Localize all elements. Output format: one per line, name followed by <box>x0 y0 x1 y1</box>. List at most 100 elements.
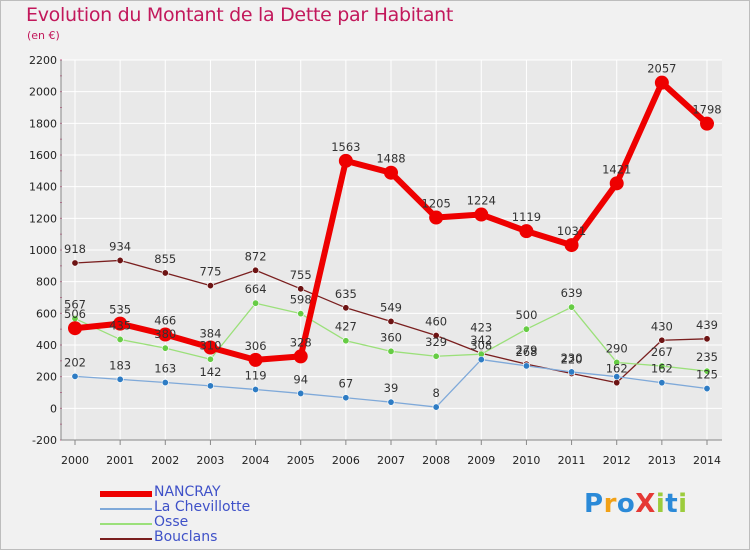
data-label: 142 <box>199 365 221 379</box>
data-label: 267 <box>651 345 673 359</box>
data-point <box>387 347 395 355</box>
data-point <box>252 299 260 307</box>
legend-swatch <box>100 523 152 525</box>
x-tick-label: 2014 <box>693 454 721 467</box>
data-point <box>158 327 173 342</box>
data-point <box>342 394 350 402</box>
data-label: 427 <box>335 320 357 334</box>
data-label: 430 <box>651 319 673 333</box>
y-tick-label: 1800 <box>29 117 57 130</box>
data-label: 466 <box>154 314 176 328</box>
legend-label: NANCRAY <box>154 484 221 500</box>
data-label-extra: 435 <box>109 318 131 332</box>
data-point <box>252 385 260 393</box>
data-point <box>116 335 124 343</box>
legend-item-nancray: NANCRAY <box>100 484 300 501</box>
data-point <box>116 375 124 383</box>
data-label: 1488 <box>376 152 405 166</box>
data-point <box>658 362 666 370</box>
data-label: 268 <box>515 345 537 359</box>
data-label: 202 <box>64 355 86 369</box>
data-point <box>522 362 530 370</box>
data-point <box>522 325 530 333</box>
logo-letter: o <box>616 489 636 519</box>
chart-title: Evolution du Montant de la Dette par Hab… <box>26 4 454 26</box>
data-point <box>477 356 485 364</box>
data-point <box>248 352 263 367</box>
data-point <box>384 165 398 180</box>
data-label-extra: 290 <box>606 341 628 355</box>
x-tick-label: 2007 <box>377 454 405 467</box>
x-tick-label: 2001 <box>106 454 134 467</box>
legend-label: Bouclans <box>154 529 218 545</box>
data-point <box>297 389 305 397</box>
legend-label: Osse <box>154 514 189 530</box>
data-point <box>519 224 534 239</box>
data-label: 67 <box>339 377 354 391</box>
x-tick-label: 2006 <box>332 454 360 467</box>
x-tick-label: 2013 <box>648 454 676 467</box>
legend-item-bouclans: Bouclans <box>100 529 300 546</box>
y-tick-label: 200 <box>36 371 57 384</box>
legend-item-osse: Osse <box>100 514 300 531</box>
data-point <box>700 116 714 131</box>
data-point <box>613 379 621 387</box>
data-label: 230 <box>561 351 583 365</box>
data-point <box>703 367 711 375</box>
data-label: 162 <box>651 362 673 376</box>
data-label: 872 <box>245 249 267 263</box>
data-label: 1421 <box>602 162 631 176</box>
data-label: 775 <box>199 265 221 279</box>
data-point <box>113 316 128 331</box>
y-tick-label: 1000 <box>29 244 57 257</box>
logo-letter: i <box>678 489 688 519</box>
data-label-extra: 162 <box>606 362 628 376</box>
data-point <box>432 331 440 339</box>
data-label: 635 <box>335 287 357 301</box>
data-label: 94 <box>293 372 308 386</box>
data-point <box>297 310 305 318</box>
data-label: 342 <box>470 333 492 347</box>
y-tick-label: 2000 <box>29 86 57 99</box>
x-tick-label: 2008 <box>422 454 450 467</box>
data-point <box>293 349 308 364</box>
data-label: 1031 <box>557 224 586 238</box>
data-label-extra: 423 <box>470 320 492 334</box>
x-tick-label: 2011 <box>558 454 586 467</box>
data-point <box>206 282 214 290</box>
legend-item-la-chevillotte: La Chevillotte <box>100 499 300 516</box>
proxiti-logo: ProXiti <box>584 489 688 519</box>
data-label: 549 <box>380 300 402 314</box>
legend-label: La Chevillotte <box>154 499 251 515</box>
data-point <box>342 337 350 345</box>
y-tick-label: 1600 <box>29 149 57 162</box>
data-point <box>68 321 82 336</box>
x-tick-label: 2004 <box>242 454 270 467</box>
data-point <box>206 382 214 390</box>
data-label: 183 <box>109 358 131 372</box>
data-label: 506 <box>64 307 86 321</box>
x-tick-label: 2002 <box>151 454 179 467</box>
data-point <box>116 256 124 264</box>
data-label: 639 <box>561 286 583 300</box>
legend-swatch <box>100 538 152 540</box>
data-label: 535 <box>109 303 131 317</box>
data-label: 855 <box>154 252 176 266</box>
data-label: 119 <box>245 368 267 382</box>
data-label: 460 <box>425 315 447 329</box>
data-point <box>703 335 711 343</box>
data-point <box>203 340 218 355</box>
data-point <box>161 344 169 352</box>
data-point <box>432 352 440 360</box>
data-label: 567 <box>64 298 86 312</box>
data-point <box>71 372 79 380</box>
data-point <box>564 238 579 253</box>
data-point <box>387 317 395 325</box>
y-tick-label: 0 <box>50 402 57 415</box>
data-label: 163 <box>154 362 176 376</box>
data-point <box>613 358 621 366</box>
data-point <box>568 368 576 376</box>
legend-swatch <box>100 508 152 510</box>
data-label: 934 <box>109 239 131 253</box>
